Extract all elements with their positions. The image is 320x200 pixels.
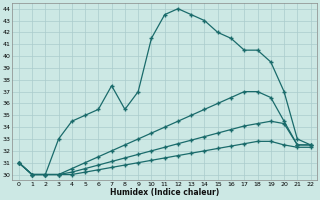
X-axis label: Humidex (Indice chaleur): Humidex (Indice chaleur) xyxy=(110,188,219,197)
